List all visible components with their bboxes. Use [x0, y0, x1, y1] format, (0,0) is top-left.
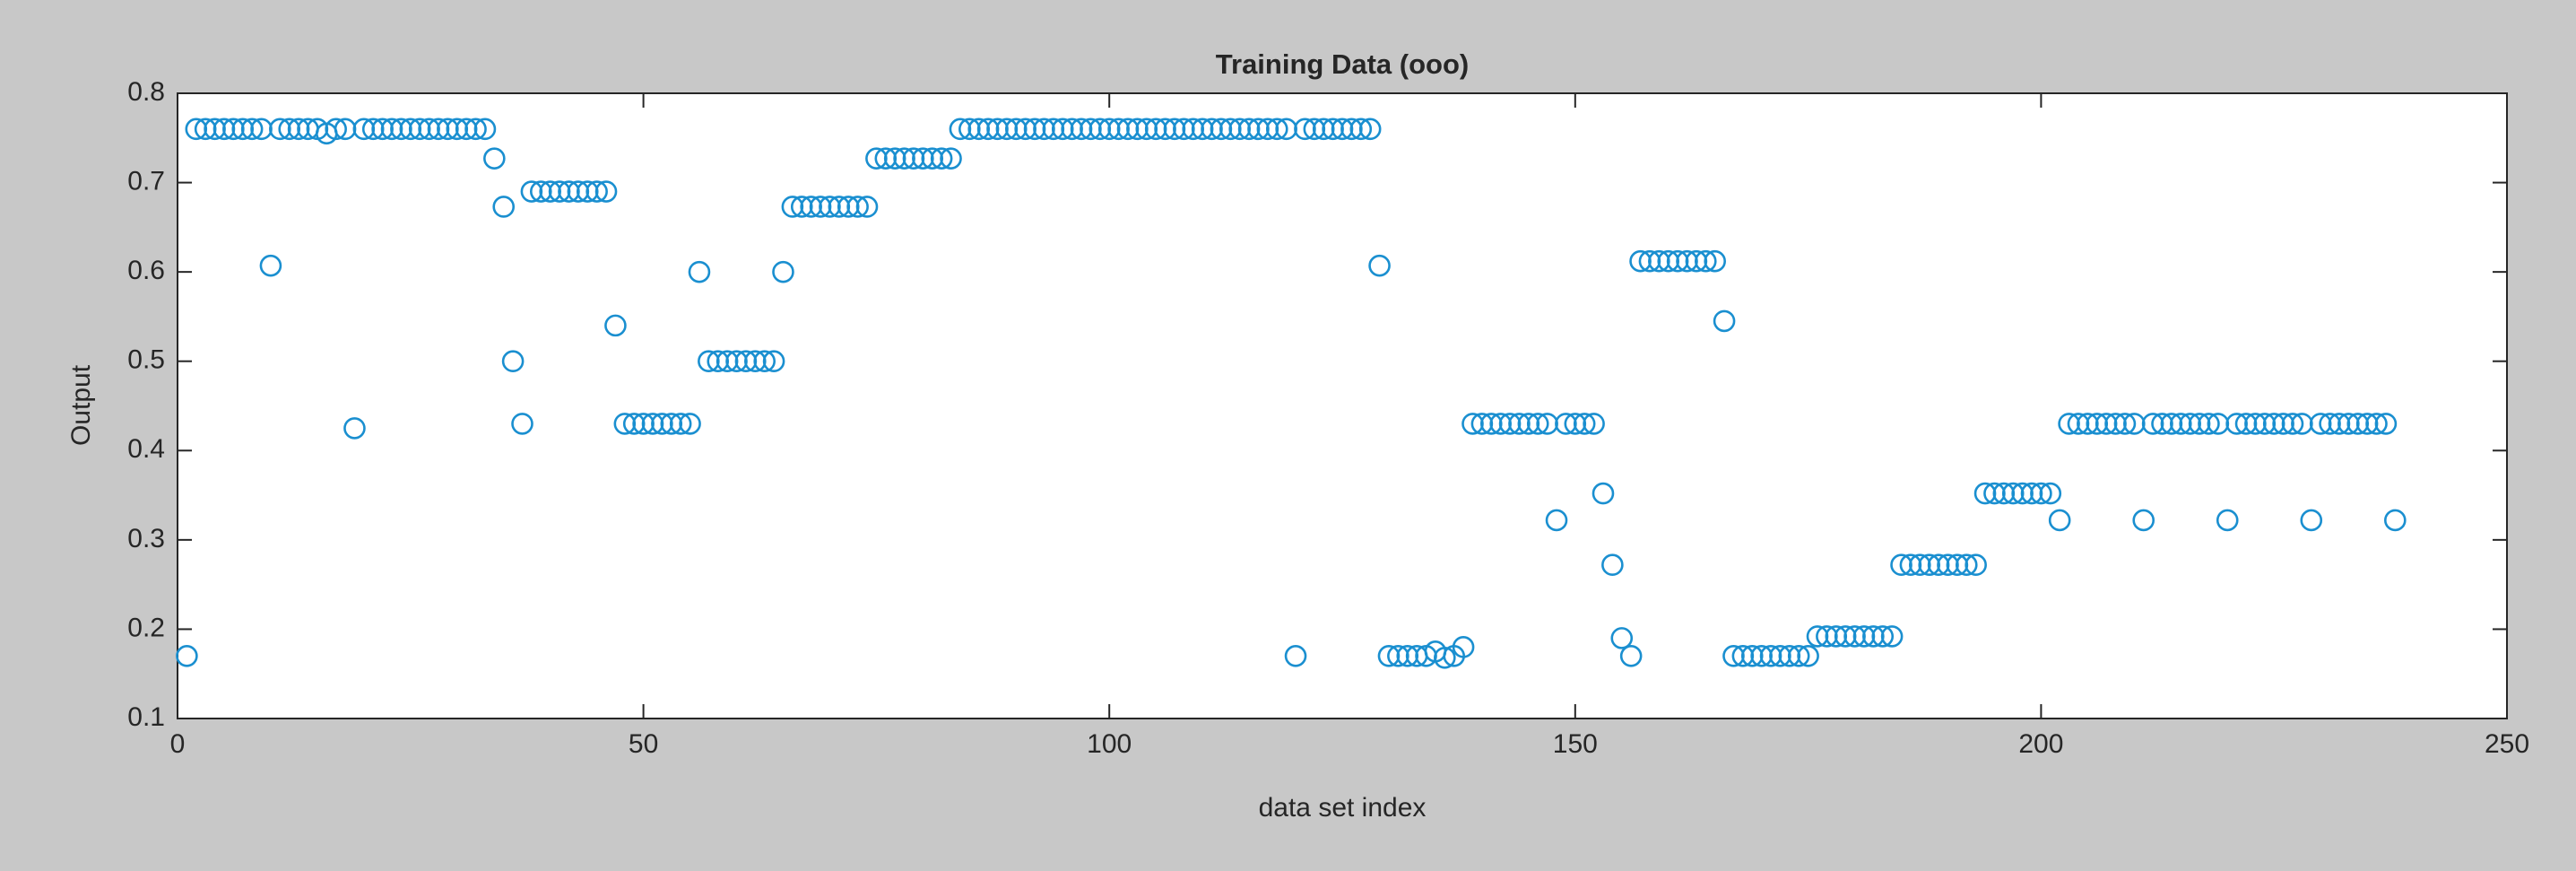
data-point: [1358, 118, 1382, 141]
data-point: [1610, 627, 1634, 649]
data-point: [679, 413, 701, 435]
data-point: [2365, 413, 2388, 435]
data-point: [1694, 249, 1717, 273]
y-tick-label: 0.4: [127, 434, 165, 464]
data-point: [2216, 509, 2239, 532]
data-point: [604, 314, 627, 337]
x-axis-label: data set index: [1259, 793, 1427, 823]
data-point: [1545, 509, 1568, 532]
data-point: [1368, 254, 1391, 277]
data-point: [1573, 413, 1596, 435]
x-tick-label: 250: [2485, 729, 2529, 759]
y-tick-label: 0.6: [127, 256, 165, 285]
chart-title: Training Data (ooo): [1216, 48, 1469, 80]
data-point: [930, 147, 953, 170]
x-tick-label: 0: [170, 729, 186, 759]
data-point: [1601, 553, 1624, 577]
y-tick-label: 0.1: [127, 702, 165, 732]
data-point: [1880, 625, 1904, 648]
data-point: [2030, 482, 2052, 505]
data-point: [1583, 413, 1605, 435]
data-point: [2374, 413, 2398, 435]
data-point: [492, 196, 516, 218]
data-point: [2132, 509, 2155, 532]
data-point: [1871, 625, 1895, 648]
data-point: [501, 350, 525, 373]
data-point: [594, 180, 618, 203]
y-tick-label: 0.3: [127, 524, 165, 553]
x-tick-label: 50: [629, 729, 658, 759]
data-point: [762, 350, 785, 373]
data-point: [1787, 644, 1810, 667]
data-point: [1619, 644, 1643, 667]
data-point: [1592, 482, 1615, 505]
data-point: [176, 644, 198, 667]
data-point: [1797, 644, 1819, 667]
y-tick-label: 0.8: [127, 77, 165, 107]
data-point: [483, 147, 506, 170]
data-point: [2383, 509, 2407, 532]
x-tick-label: 100: [1087, 729, 1132, 759]
axes-box: [177, 92, 2508, 719]
y-axis-label: Output: [66, 364, 96, 446]
data-point: [753, 350, 776, 373]
y-tick-label: 0.2: [127, 613, 165, 642]
data-point: [1955, 553, 1978, 577]
data-point: [1284, 644, 1307, 667]
data-point: [688, 260, 711, 283]
data-point: [1434, 646, 1456, 669]
data-point: [2300, 509, 2323, 532]
data-point: [325, 118, 347, 141]
data-point: [772, 260, 794, 283]
data-point: [855, 196, 879, 218]
data-point: [240, 118, 264, 141]
data-point: [940, 147, 962, 170]
data-point: [2281, 413, 2304, 435]
data-point: [2113, 413, 2137, 435]
data-point: [2048, 509, 2071, 532]
data-point: [846, 196, 869, 218]
plot-area: [178, 93, 2507, 719]
data-point: [259, 254, 282, 277]
x-tick-label: 150: [1553, 729, 1598, 759]
data-point: [1704, 249, 1726, 273]
data-point: [1526, 413, 1549, 435]
y-tick-label: 0.7: [127, 166, 165, 196]
data-point: [464, 118, 487, 141]
data-point: [585, 180, 608, 203]
data-point: [2198, 413, 2220, 435]
data-point: [1713, 309, 1736, 333]
data-point: [1452, 636, 1475, 658]
x-tick-label: 200: [2018, 729, 2063, 759]
data-point: [669, 413, 692, 435]
y-tick-label: 0.5: [127, 345, 165, 375]
data-point: [473, 118, 497, 141]
data-point: [511, 413, 533, 435]
data-point: [1265, 118, 1288, 141]
data-point: [1349, 118, 1373, 141]
data-point: [343, 417, 366, 440]
data-point: [2039, 482, 2062, 505]
data-point: [1965, 553, 1987, 577]
